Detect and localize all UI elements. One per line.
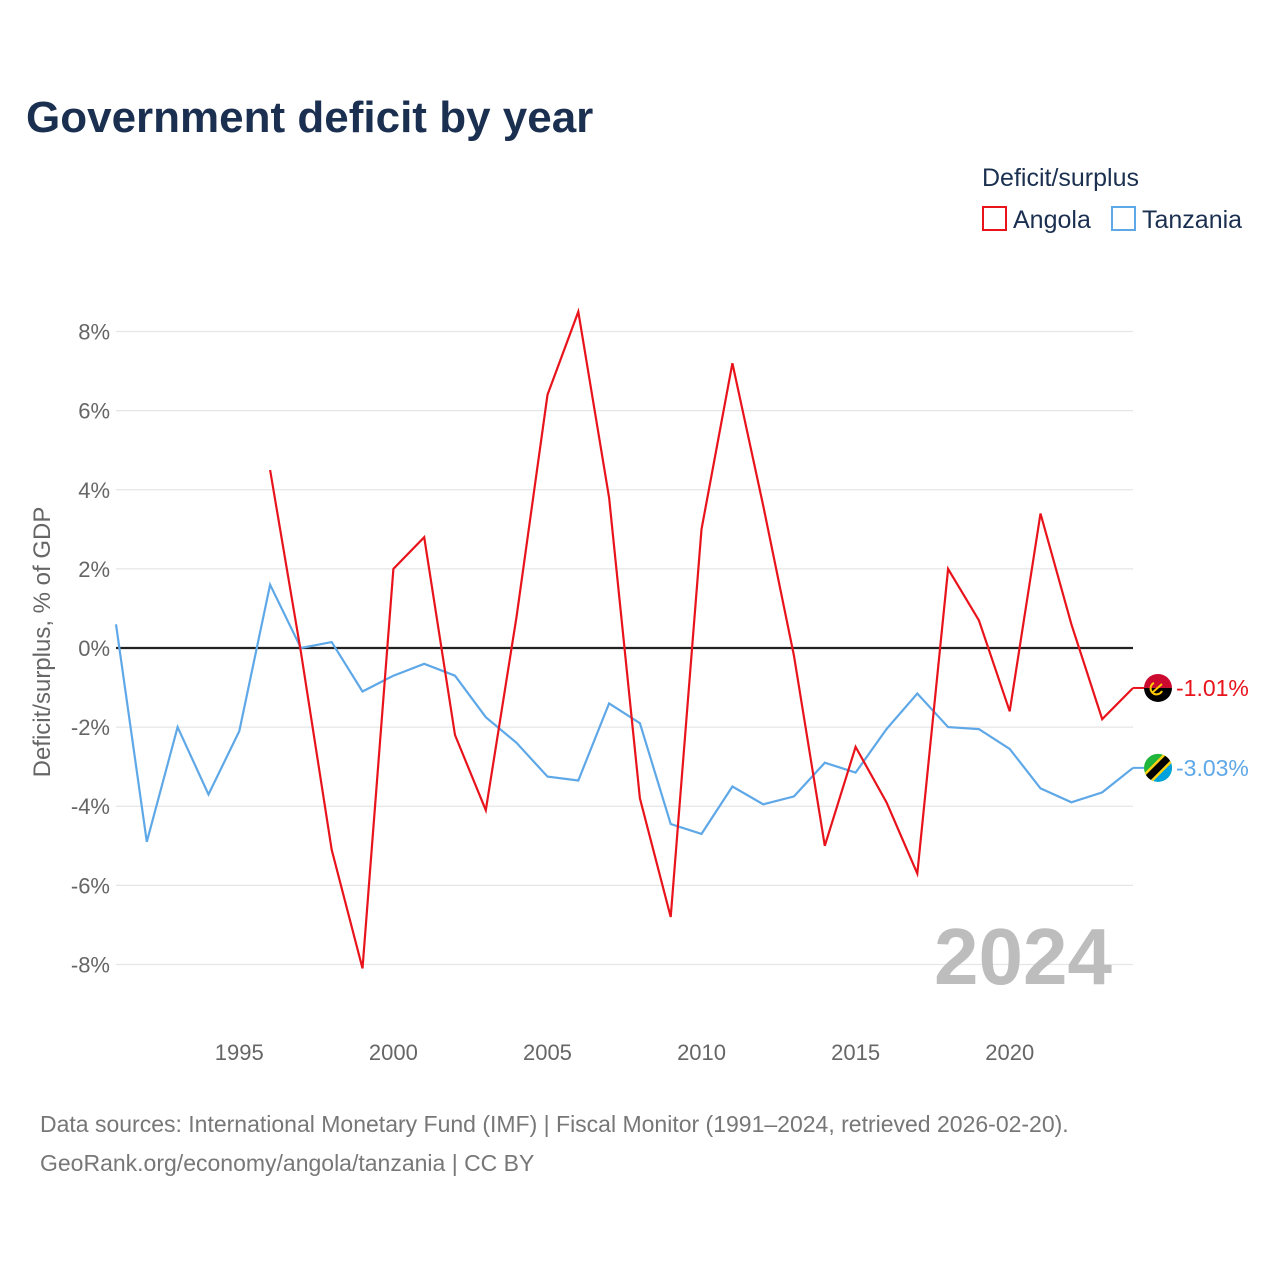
- y-tick-label: -2%: [71, 715, 110, 740]
- year-watermark: 2024: [934, 912, 1112, 1001]
- y-tick-label: -4%: [71, 794, 110, 819]
- legend-title: Deficit/surplus: [982, 164, 1139, 192]
- y-axis-label: Deficit/surplus, % of GDP: [29, 507, 56, 778]
- legend: Deficit/surplus Angola Tanzania: [982, 164, 1242, 234]
- y-tick-label: 4%: [78, 478, 110, 503]
- y-axis-ticks: -8% -6% -4% -2% 0% 2% 4% 6% 8%: [71, 320, 110, 978]
- legend-label-tanzania[interactable]: Tanzania: [1142, 206, 1242, 234]
- y-tick-label: 2%: [78, 557, 110, 582]
- x-tick-label: 2000: [369, 1040, 418, 1065]
- chart-title: Government deficit by year: [26, 93, 593, 142]
- y-tick-label: -6%: [71, 873, 110, 898]
- x-tick-label: 2015: [831, 1040, 880, 1065]
- end-value-angola: -1.01%: [1176, 675, 1249, 701]
- angola-flag-icon: [1144, 673, 1172, 702]
- x-axis-ticks: 1995 2000 2005 2010 2015 2020: [215, 1040, 1034, 1065]
- x-tick-label: 2010: [677, 1040, 726, 1065]
- y-tick-label: 8%: [78, 320, 110, 345]
- legend-swatch-tanzania[interactable]: [1111, 206, 1136, 231]
- source-note[interactable]: Data sources: International Monetary Fun…: [40, 1111, 1069, 1137]
- legend-swatch-angola[interactable]: [982, 206, 1007, 231]
- end-marker-tanzania: -3.03%: [1144, 753, 1249, 782]
- legend-label-angola[interactable]: Angola: [1013, 206, 1091, 234]
- end-value-tanzania: -3.03%: [1176, 755, 1249, 781]
- x-tick-label: 2005: [523, 1040, 572, 1065]
- y-tick-label: 0%: [78, 636, 110, 661]
- series-lines: [114, 307, 1144, 969]
- end-marker-angola: -1.01%: [1144, 673, 1249, 702]
- y-tick-label: -8%: [71, 952, 110, 977]
- series-line-tanzania[interactable]: [114, 581, 1134, 843]
- tanzania-flag-icon: [1144, 753, 1172, 782]
- series-line-angola[interactable]: [269, 307, 1134, 969]
- x-tick-label: 2020: [985, 1040, 1034, 1065]
- y-tick-label: 6%: [78, 399, 110, 424]
- source-url[interactable]: GeoRank.org/economy/angola/tanzania | CC…: [40, 1150, 534, 1176]
- gridlines: [116, 330, 1133, 966]
- x-tick-label: 1995: [215, 1040, 264, 1065]
